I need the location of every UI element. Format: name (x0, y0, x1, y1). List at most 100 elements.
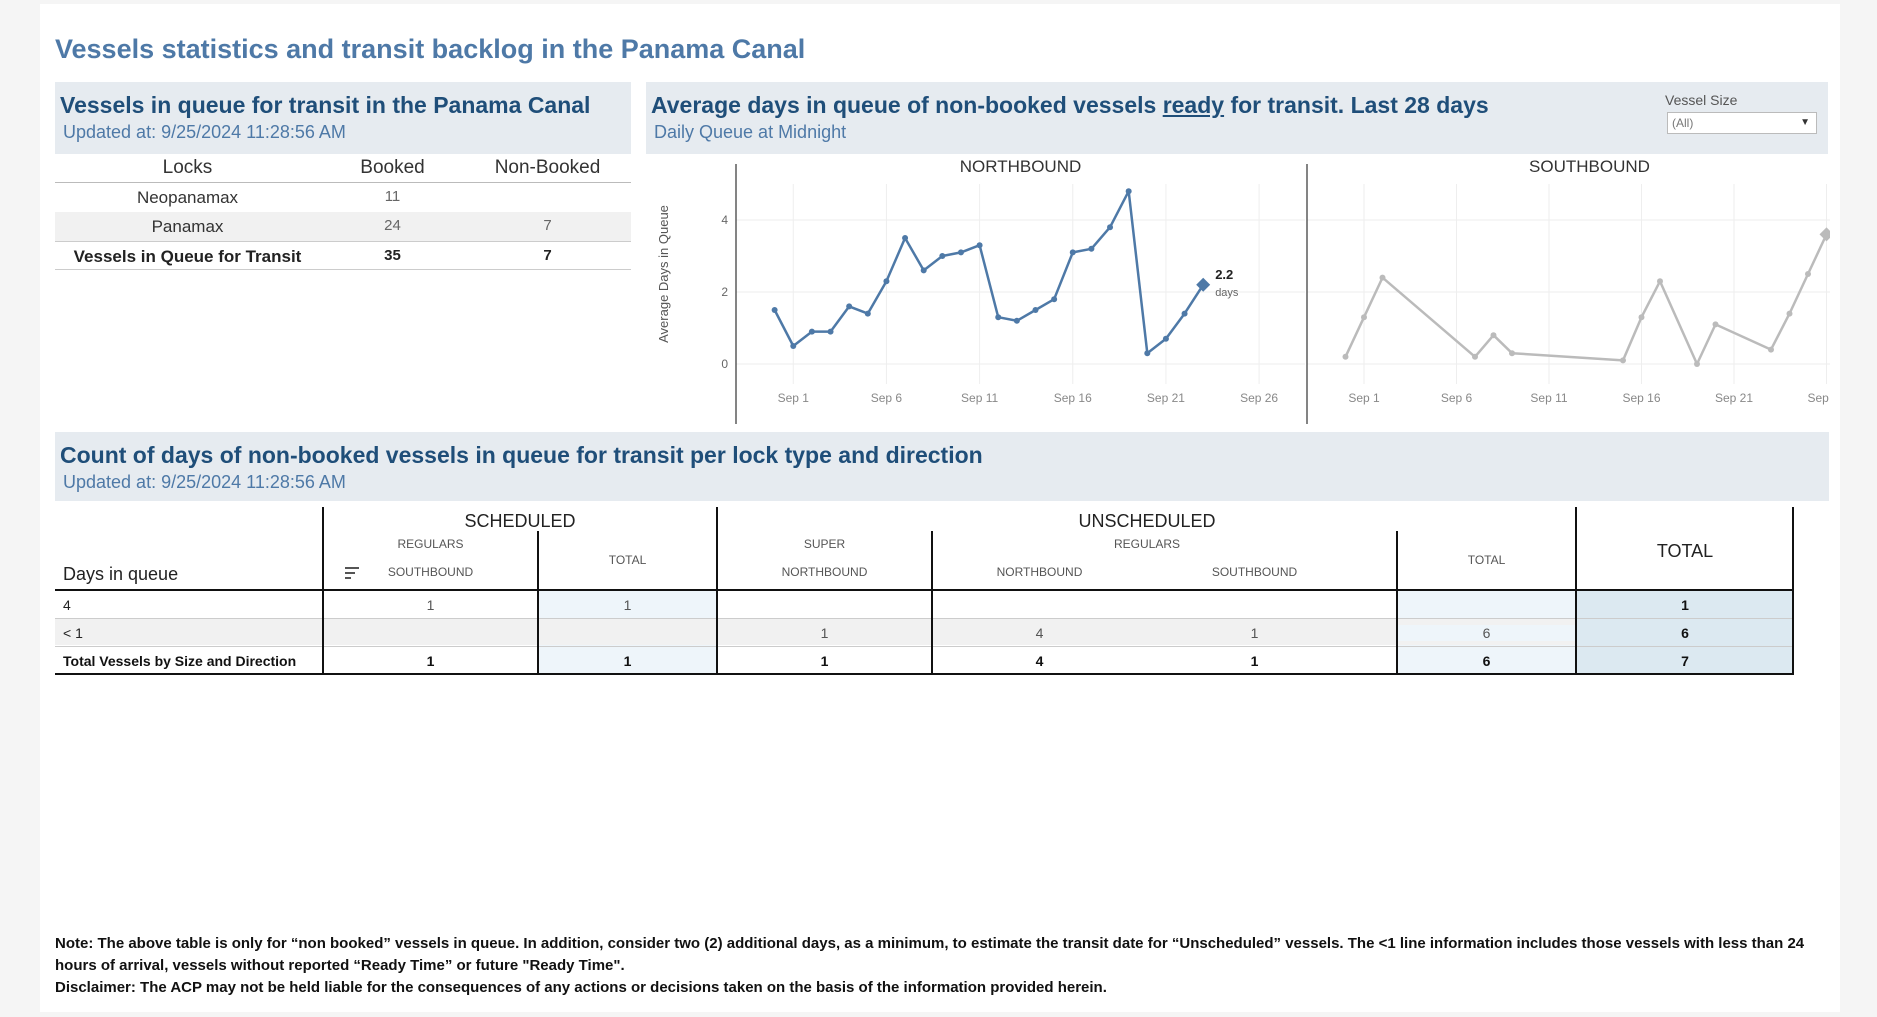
queue-panel-title: Vessels in queue for transit in the Pana… (60, 92, 591, 118)
data-point (1472, 353, 1478, 360)
data-point (1490, 332, 1497, 339)
x-tick-label: Sep 11 (961, 391, 998, 405)
count-panel-header: Count of days of non-booked vessels in q… (55, 432, 1829, 501)
data-point (976, 242, 983, 249)
column-divider (322, 507, 324, 675)
scheduled-header: SCHEDULED (464, 511, 576, 531)
cell-value: 1 (623, 597, 632, 613)
data-point (1712, 321, 1719, 328)
y-tick-label: 4 (721, 213, 728, 227)
data-point (1786, 310, 1793, 317)
total-booked: 35 (384, 247, 401, 264)
data-point (957, 249, 964, 256)
data-point (1032, 307, 1039, 313)
vessel-size-value: (All) (1672, 116, 1694, 130)
booked-value: 24 (384, 217, 401, 234)
x-tick-label: Sep 16 (1622, 391, 1660, 405)
sched-regulars-header: REGULARS (397, 537, 464, 551)
data-point (1509, 350, 1515, 357)
data-point (864, 310, 871, 317)
row-label: 4 (63, 597, 71, 613)
booked-value: 11 (384, 188, 401, 205)
locks-row-panamax: Panamax 24 7 (55, 212, 631, 241)
total-header: TOTAL (1656, 541, 1714, 561)
vessel-size-dropdown[interactable]: (All) ▼ (1667, 112, 1817, 134)
chevron-down-icon: ▼ (1800, 117, 1810, 128)
ready-link[interactable]: ready (1162, 92, 1225, 118)
data-point (1069, 249, 1076, 256)
data-point (920, 267, 927, 274)
unscheduled-header: UNSCHEDULED (1078, 511, 1216, 531)
super-northbound-header: NORTHBOUND (781, 565, 868, 579)
locks-table-header: Locks Booked Non-Booked (55, 154, 631, 183)
last-point-marker (1196, 277, 1211, 292)
y-tick-label: 0 (721, 357, 728, 371)
x-tick-label: Sep 11 (1530, 391, 1567, 405)
data-point (1088, 245, 1095, 252)
cell-total: 6 (1482, 653, 1491, 669)
data-point (1768, 346, 1774, 353)
days-in-queue-header: Days in queue (63, 564, 179, 584)
column-divider (1575, 507, 1577, 675)
header-bottom-line (55, 589, 1794, 591)
panel-title-northbound: NORTHBOUND (960, 157, 1082, 176)
unsched-total-header: TOTAL (1467, 553, 1506, 567)
page-title: Vessels statistics and transit backlog i… (55, 34, 806, 64)
x-tick-label: Sep 1 (1348, 391, 1380, 405)
booked-header[interactable]: Booked (360, 157, 425, 178)
cell-value: 4 (1035, 625, 1044, 641)
cell-value: 6 (1397, 625, 1576, 641)
locks-header[interactable]: Locks (162, 157, 213, 178)
table-row-alt-bg (55, 619, 1576, 645)
data-point (1657, 278, 1663, 285)
series-line-northbound (773, 189, 1205, 355)
days-panel-subtitle: Daily Queue at Midnight (654, 122, 847, 142)
cell-value: 1 (426, 597, 435, 613)
non-booked-header[interactable]: Non-Booked (494, 157, 601, 178)
x-tick-label: Sep 1 (778, 391, 810, 405)
note-text: Note: The above table is only for “non b… (55, 935, 1805, 974)
x-tick-label: Sep 26 (1240, 391, 1278, 405)
last-value-label: 2.2 (1215, 267, 1233, 282)
row-divider (55, 646, 1794, 647)
sort-icon[interactable] (345, 567, 359, 579)
x-tick-label: Sep 21 (1715, 391, 1753, 405)
lock-name: Neopanamax (136, 188, 239, 207)
table-bottom-line (55, 673, 1794, 675)
cell-total: 4 (1035, 653, 1044, 669)
footnote: Note: The above table is only for “non b… (55, 933, 1835, 999)
cell-total: 1 (1681, 597, 1689, 613)
x-tick-label: Sep 21 (1147, 391, 1185, 405)
data-point (771, 307, 778, 313)
data-point (1181, 310, 1188, 317)
data-point (1805, 271, 1811, 277)
days-panel-header: Average days in queue of non-booked vess… (646, 82, 1828, 154)
count-table: SCHEDULED UNSCHEDULED TOTAL REGULARS SOU… (55, 501, 1823, 677)
data-point (1162, 335, 1169, 342)
data-point (902, 235, 909, 241)
last-value-unit: days (1215, 287, 1239, 299)
last-point-marker (1819, 227, 1830, 242)
data-point (1638, 314, 1645, 321)
unsched-regulars-header: REGULARS (1113, 537, 1181, 551)
cell-total: 1 (623, 653, 632, 669)
locks-row-total: Vessels in Queue for Transit 35 7 (55, 241, 631, 270)
data-point (1361, 314, 1367, 321)
days-panel-title: Average days in queue of non-booked vess… (651, 92, 1489, 118)
total-label: Vessels in Queue for Transit (73, 247, 302, 266)
cell-total: 1 (1250, 653, 1259, 669)
column-divider (716, 507, 718, 675)
data-point (790, 343, 797, 349)
data-point (883, 278, 890, 285)
disclaimer-text: Disclaimer: The ACP may not be held liab… (55, 979, 1107, 996)
locks-table: Locks Booked Non-Booked Neopanamax 11 Pa… (55, 154, 631, 270)
data-point (1144, 350, 1151, 357)
count-panel-updated: Updated at: 9/25/2024 11:28:56 AM (63, 472, 346, 492)
cell-total: 6 (1681, 625, 1689, 641)
data-point (846, 303, 853, 310)
column-divider (931, 531, 933, 675)
data-point (808, 328, 815, 335)
data-point (827, 328, 834, 335)
data-point (1342, 353, 1349, 360)
row-label-total: Total Vessels by Size and Direction (63, 653, 297, 669)
